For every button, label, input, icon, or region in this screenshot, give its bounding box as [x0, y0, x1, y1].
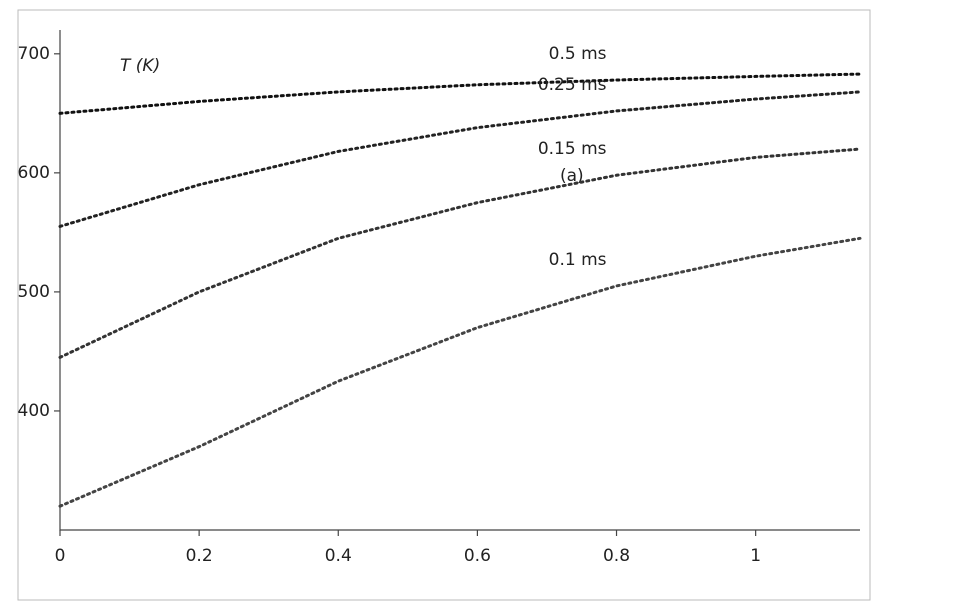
- series-label: 0.15 ms: [538, 139, 607, 159]
- series-line: [60, 74, 860, 113]
- series-label: 0.5 ms: [549, 44, 607, 64]
- x-tick-label: 0: [55, 546, 66, 566]
- y-tick-label: 700: [18, 44, 50, 64]
- axes: [60, 30, 860, 530]
- x-tick-label: 0.2: [186, 546, 213, 566]
- series-line: [60, 238, 860, 506]
- x-tick-label: 0.8: [603, 546, 630, 566]
- y-tick-label: 600: [18, 163, 50, 183]
- x-tick-label: 0.6: [464, 546, 491, 566]
- x-tick-label: 0.4: [325, 546, 352, 566]
- x-tick-label: 1: [750, 546, 761, 566]
- chart: T (K) (a) 40050060070000.20.40.60.810.5 …: [0, 0, 978, 606]
- page: {"chart_data": {"type": "line", "y_label…: [0, 0, 978, 606]
- y-tick-label: 400: [18, 401, 50, 421]
- y-tick-label: 500: [18, 282, 50, 302]
- series-label: 0.1 ms: [549, 250, 607, 270]
- series-line: [60, 149, 860, 357]
- frame: [18, 10, 870, 600]
- y-axis-label: T (K): [120, 56, 160, 76]
- series-label: 0.25 ms: [538, 75, 607, 95]
